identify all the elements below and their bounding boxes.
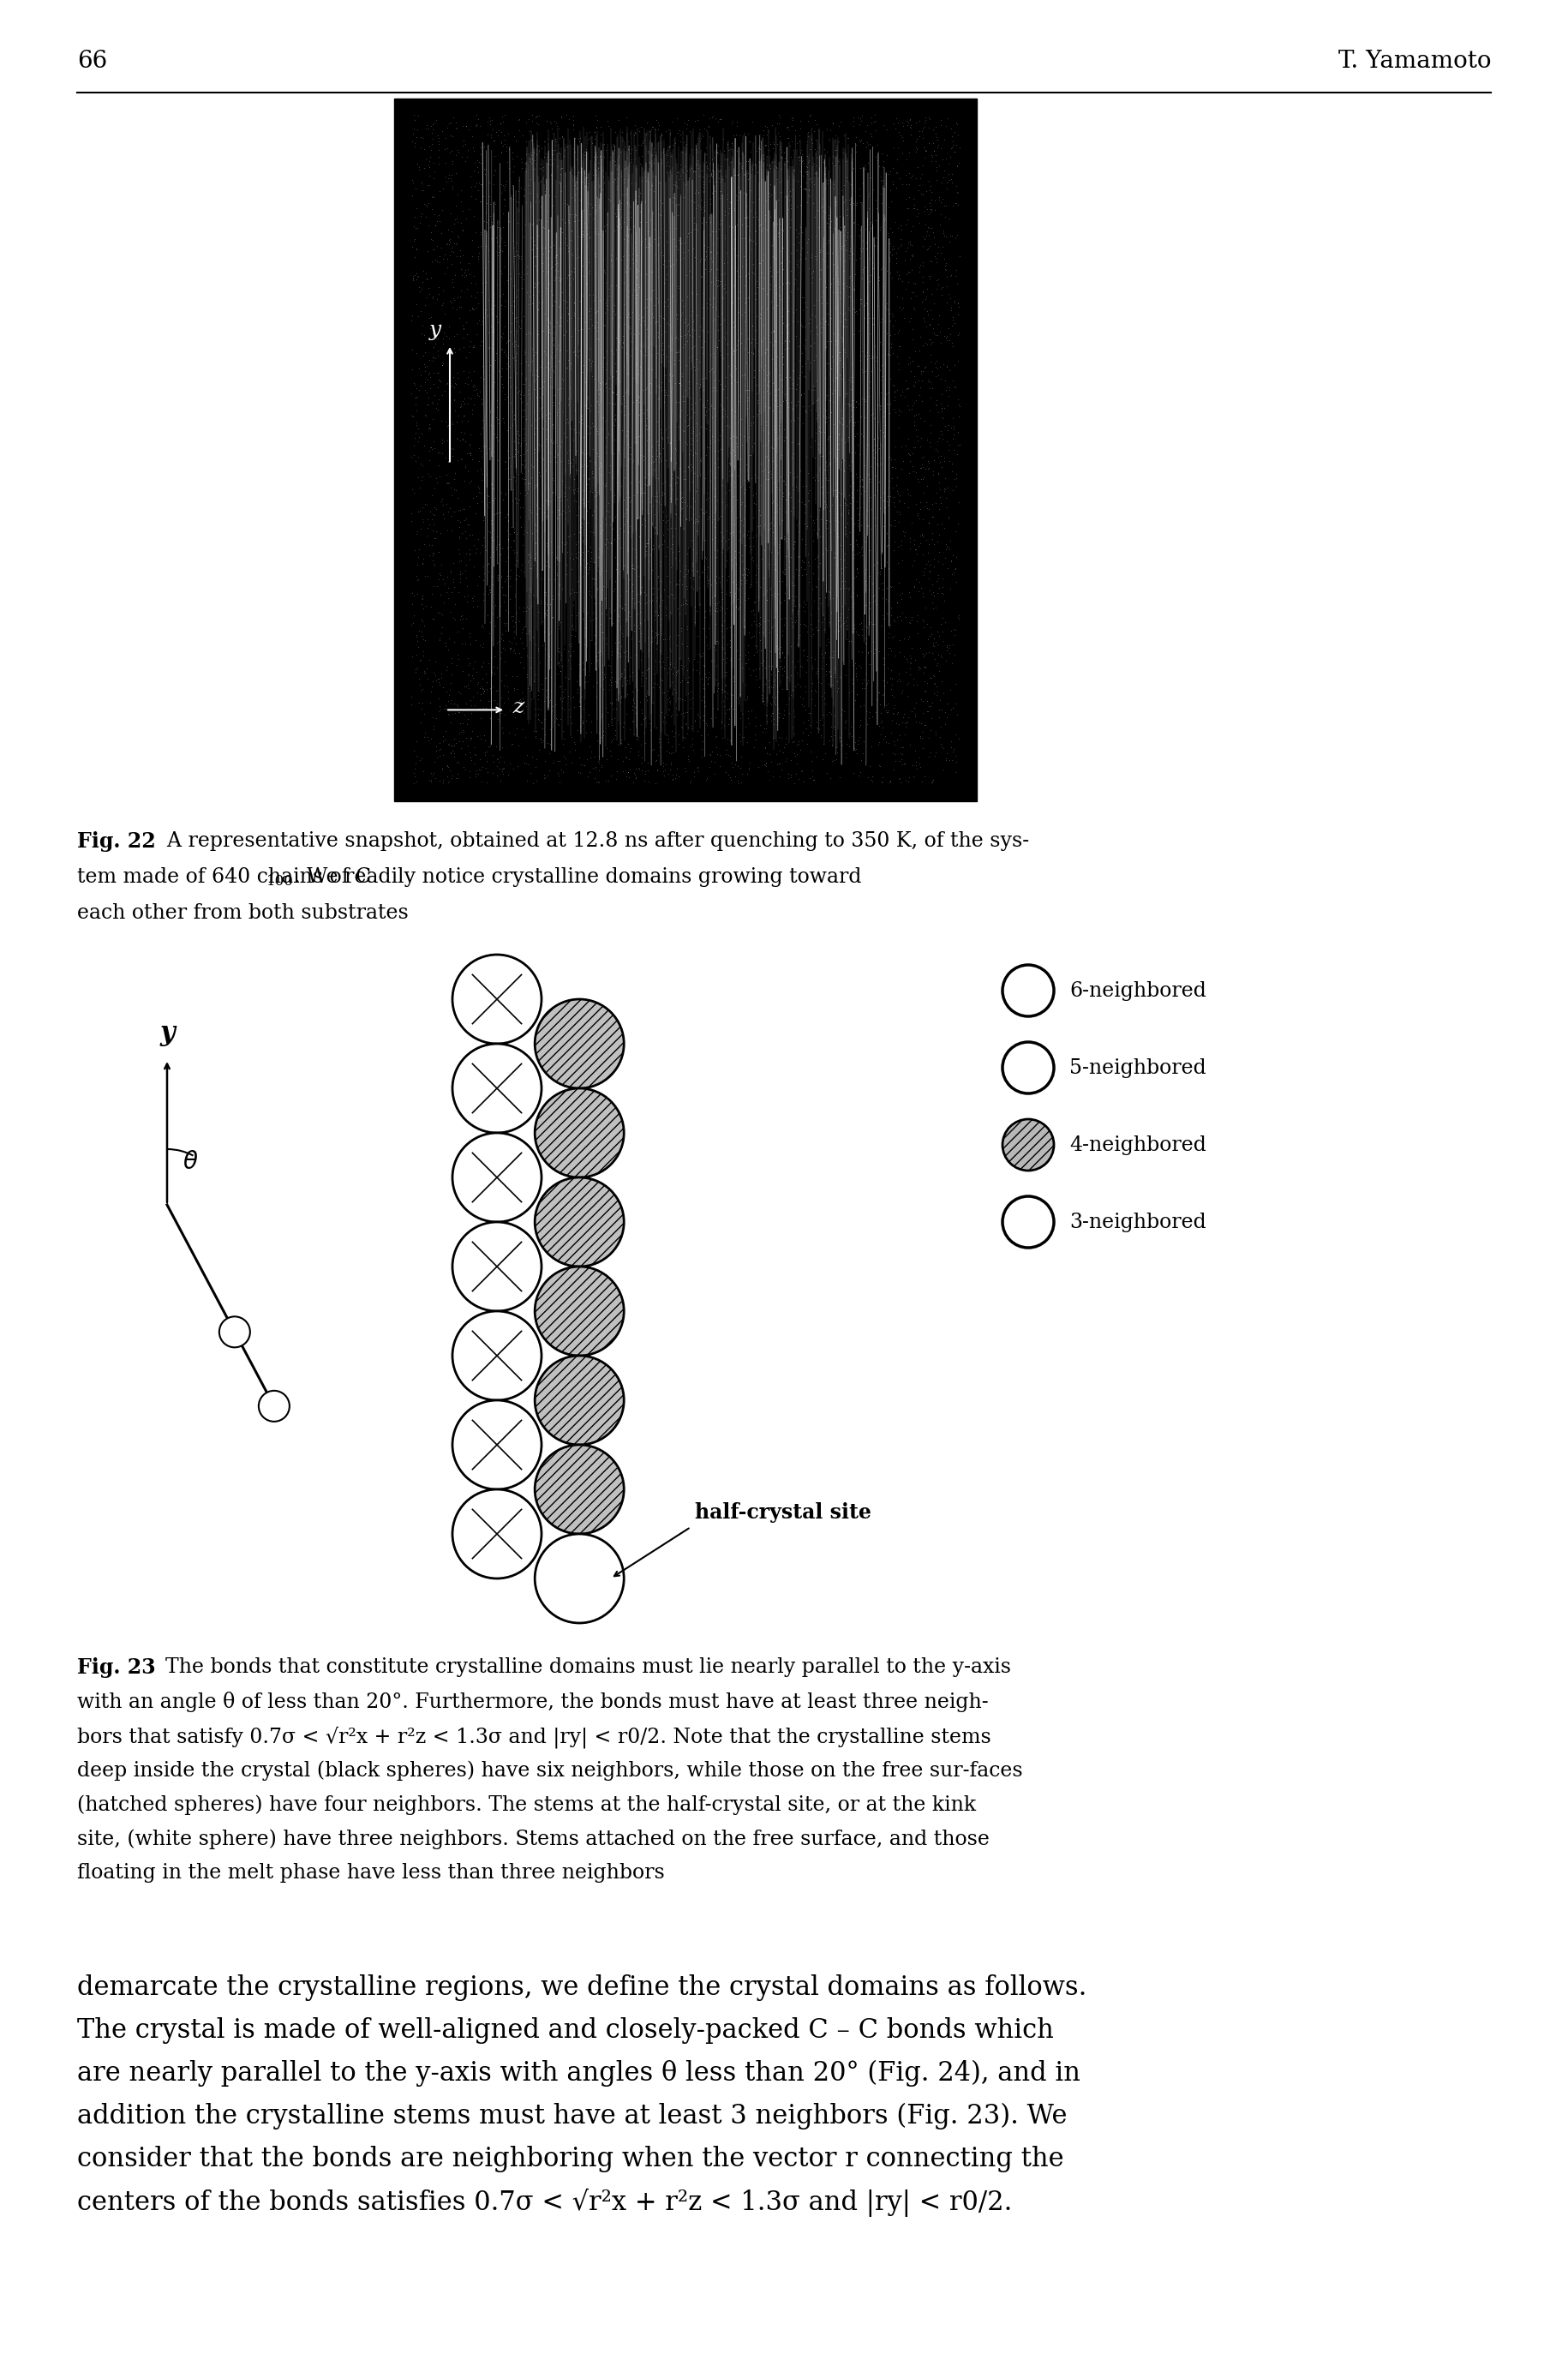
Text: bors that satisfy 0.7σ < √r²x + r²z < 1.3σ and |ry| < r0/2. Note that the crysta: bors that satisfy 0.7σ < √r²x + r²z < 1.… [77,1726,991,1748]
Text: half-crystal site: half-crystal site [695,1503,872,1522]
Text: tem made of 640 chains of C: tem made of 640 chains of C [77,868,372,887]
Circle shape [535,1177,624,1267]
Text: are nearly parallel to the y-axis with angles θ less than 20° (Fig. 24), and in: are nearly parallel to the y-axis with a… [77,2059,1080,2088]
Text: 5-neighbored: 5-neighbored [1069,1058,1206,1077]
Circle shape [1002,1120,1054,1170]
Circle shape [535,999,624,1089]
Text: with an angle θ of less than 20°. Furthermore, the bonds must have at least thre: with an angle θ of less than 20°. Furthe… [77,1691,988,1712]
Circle shape [535,1267,624,1355]
Circle shape [453,1222,541,1310]
Text: 6-neighbored: 6-neighbored [1069,980,1206,1001]
Text: A representative snapshot, obtained at 12.8 ns after quenching to 350 K, of the : A representative snapshot, obtained at 1… [154,832,1029,851]
Circle shape [453,1401,541,1489]
Text: consider that the bonds are neighboring when the vector r connecting the: consider that the bonds are neighboring … [77,2145,1063,2173]
Circle shape [453,1489,541,1579]
Circle shape [259,1391,290,1422]
Text: z: z [513,697,524,718]
Bar [394,97,977,801]
Text: 100: 100 [267,875,295,889]
Text: addition the crystalline stems must have at least 3 neighbors (Fig. 23). We: addition the crystalline stems must have… [77,2102,1068,2131]
Text: site, (white sphere) have three neighbors. Stems attached on the free surface, a: site, (white sphere) have three neighbor… [77,1829,989,1848]
Text: T. Yamamoto: T. Yamamoto [1338,50,1491,74]
Text: each other from both substrates: each other from both substrates [77,904,409,923]
Circle shape [535,1534,624,1624]
Circle shape [1002,965,1054,1015]
Circle shape [535,1089,624,1177]
Text: demarcate the crystalline regions, we define the crystal domains as follows.: demarcate the crystalline regions, we de… [77,1974,1087,2000]
Circle shape [453,1044,541,1132]
Text: $\theta$: $\theta$ [182,1151,198,1175]
Text: floating in the melt phase have less than three neighbors: floating in the melt phase have less tha… [77,1862,665,1883]
Text: 4-neighbored: 4-neighbored [1069,1134,1206,1156]
Text: deep inside the crystal (black spheres) have six neighbors, while those on the f: deep inside the crystal (black spheres) … [77,1760,1022,1781]
Text: The crystal is made of well-aligned and closely-packed C – C bonds which: The crystal is made of well-aligned and … [77,2017,1054,2043]
Circle shape [535,1446,624,1534]
Text: (hatched spheres) have four neighbors. The stems at the half-crystal site, or at: (hatched spheres) have four neighbors. T… [77,1795,975,1814]
Text: The bonds that constitute crystalline domains must lie nearly parallel to the y-: The bonds that constitute crystalline do… [152,1657,1011,1676]
Circle shape [1002,1042,1054,1094]
Circle shape [453,1310,541,1401]
Text: y: y [160,1020,174,1046]
Circle shape [453,954,541,1044]
Circle shape [535,1355,624,1446]
Circle shape [1002,1196,1054,1248]
Circle shape [220,1317,249,1348]
Circle shape [453,1132,541,1222]
Text: y: y [430,321,441,340]
Text: Fig. 23: Fig. 23 [77,1657,155,1679]
Text: Fig. 22: Fig. 22 [77,832,155,851]
Text: 66: 66 [77,50,107,74]
Text: . We readily notice crystalline domains growing toward: . We readily notice crystalline domains … [295,868,862,887]
Text: centers of the bonds satisfies 0.7σ < √r²x + r²z < 1.3σ and |ry| < r0/2.: centers of the bonds satisfies 0.7σ < √r… [77,2188,1013,2216]
Text: 3-neighbored: 3-neighbored [1069,1213,1206,1232]
